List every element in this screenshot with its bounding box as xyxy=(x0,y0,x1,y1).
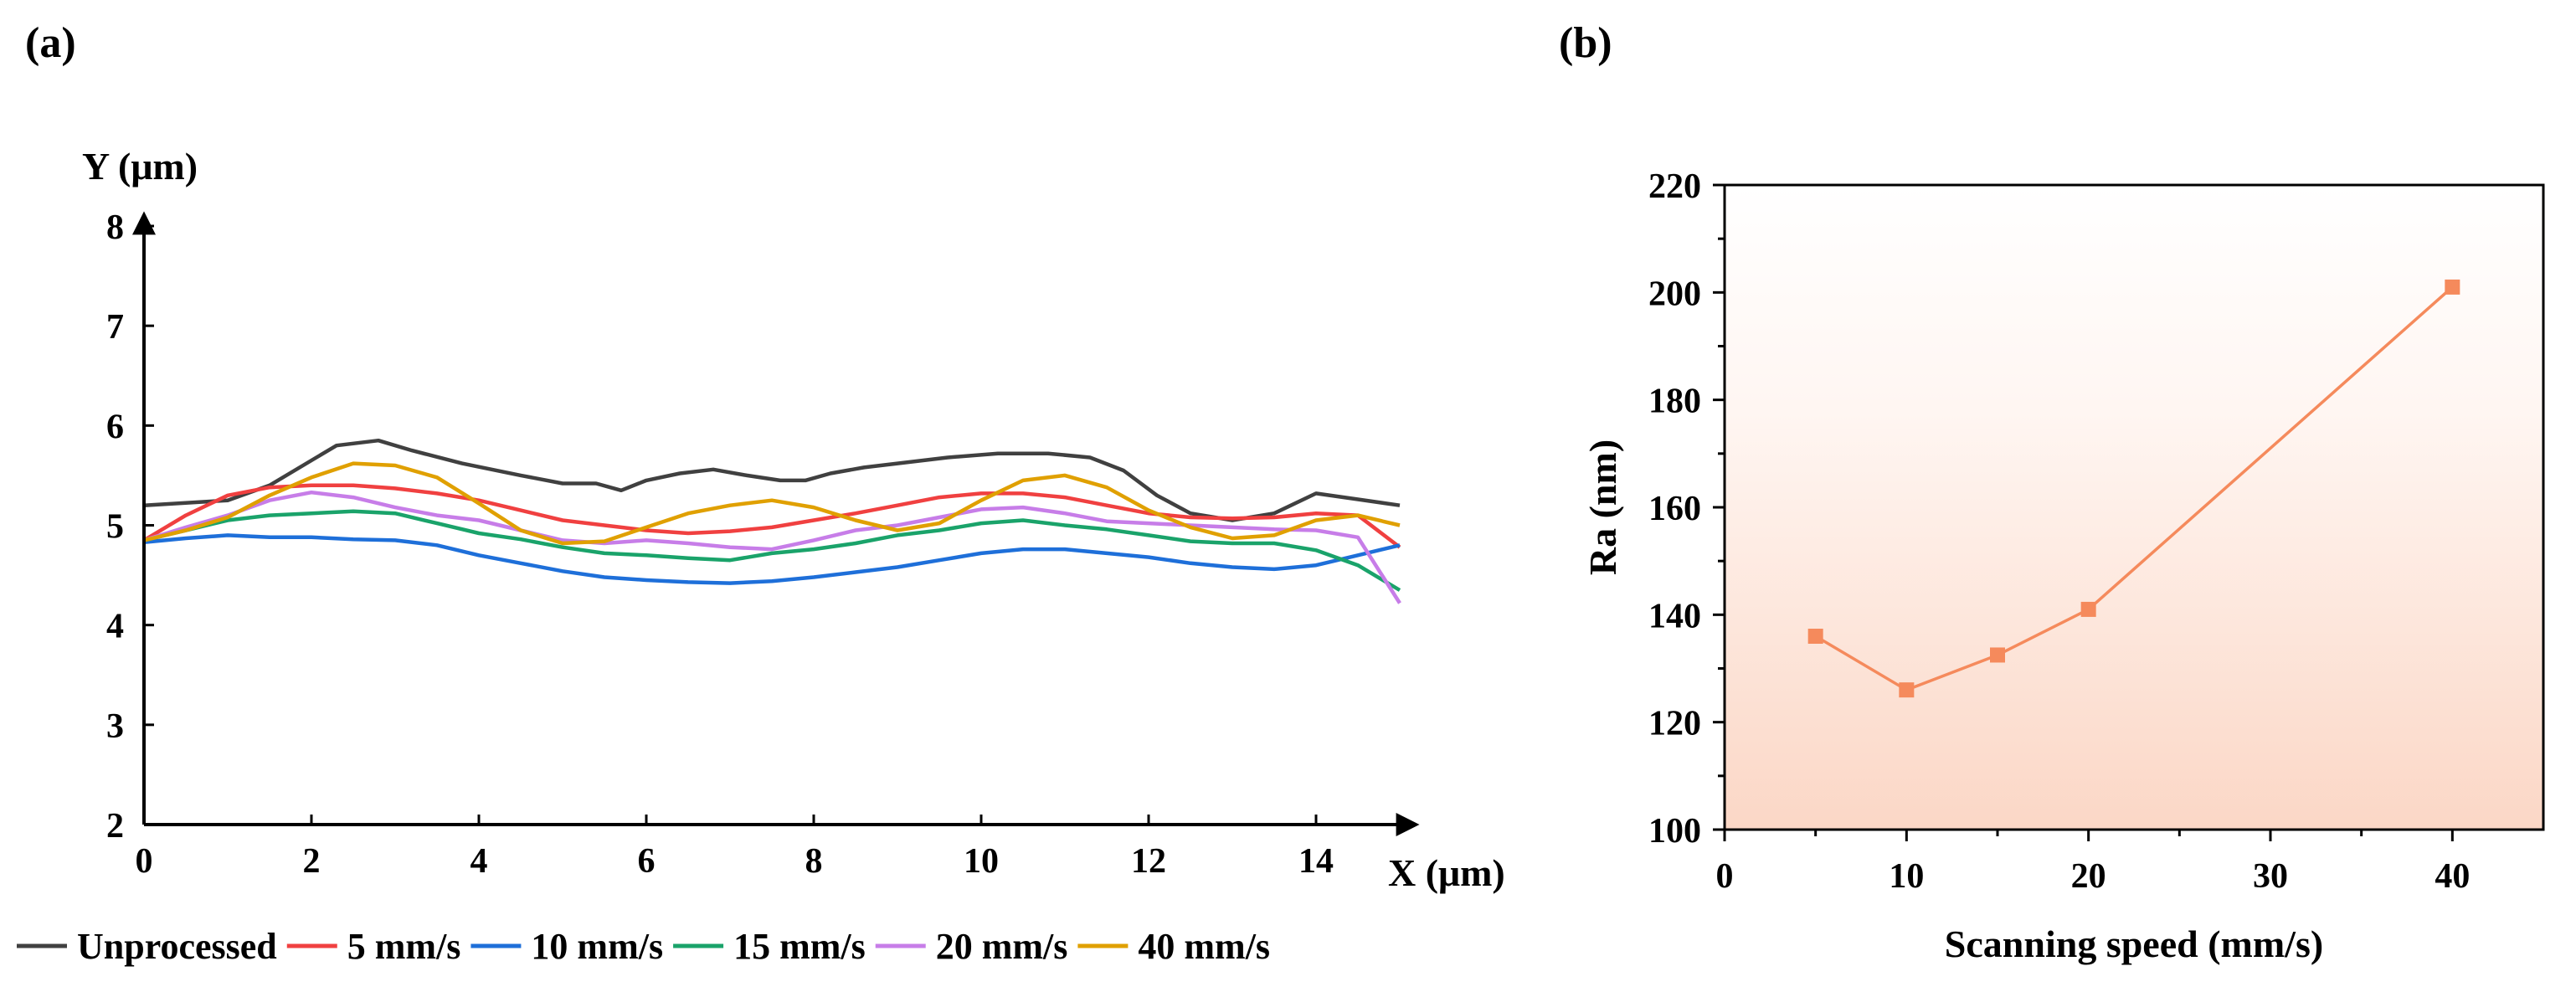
y-tick-label: 180 xyxy=(1648,383,1701,421)
y-axis-label: Y (μm) xyxy=(82,145,198,188)
legend-label: 15 mm/s xyxy=(733,926,866,967)
x-axis-label: X (μm) xyxy=(1388,851,1505,894)
profile-lines xyxy=(142,438,1401,604)
y-ticks: 2 3 4 5 6 7 8 xyxy=(106,208,154,846)
legend: Unprocessed 5 mm/s 10 mm/s 15 mm/s 20 mm/s 40… xyxy=(17,926,1270,967)
y-tick-label: 7 xyxy=(106,308,124,347)
y-tick-label: 220 xyxy=(1648,167,1701,206)
x-tick-label: 12 xyxy=(1131,842,1166,881)
x-ticks: 0 10 20 30 40 xyxy=(1716,830,2470,896)
data-point xyxy=(1807,629,1823,644)
series-line-unprocessed xyxy=(143,438,1401,522)
legend-label: 20 mm/s xyxy=(936,926,1068,967)
data-point xyxy=(1990,647,2005,663)
data-point xyxy=(2080,601,2096,617)
x-tick-label: 14 xyxy=(1298,842,1334,881)
y-tick-label: 8 xyxy=(106,208,124,247)
y-tick-label: 160 xyxy=(1648,490,1701,528)
y-tick-label: 3 xyxy=(106,707,124,746)
x-tick-label: 20 xyxy=(2071,857,2106,896)
x-tick-label: 4 xyxy=(470,842,488,881)
legend-label: 10 mm/s xyxy=(531,926,663,967)
series-line-5-mm-s xyxy=(142,483,1401,549)
x-tick-label: 40 xyxy=(2435,857,2470,896)
legend-label: 5 mm/s xyxy=(347,926,461,967)
y-tick-label: 5 xyxy=(106,508,124,547)
series-line-40-mm-s xyxy=(143,461,1401,546)
y-tick-label: 200 xyxy=(1648,275,1701,313)
plot-background xyxy=(1725,185,2543,830)
x-tick-label: 0 xyxy=(1716,857,1734,896)
y-tick-label: 2 xyxy=(106,807,124,846)
data-point xyxy=(1899,682,1915,698)
x-tick-label: 30 xyxy=(2253,857,2288,896)
y-tick-label: 4 xyxy=(106,608,124,646)
series-line-20-mm-s xyxy=(143,490,1401,604)
x-tick-label: 2 xyxy=(303,842,321,881)
roughness-series xyxy=(1807,279,2460,698)
y-axis-label: Ra (nm) xyxy=(1581,439,1624,575)
y-tick-label: 140 xyxy=(1648,597,1701,635)
legend-label: Unprocessed xyxy=(77,926,277,967)
series-line-15-mm-s xyxy=(143,509,1401,592)
data-point xyxy=(2445,279,2460,295)
y-tick-label: 100 xyxy=(1648,812,1701,851)
x-axis-label: Scanning speed (mm/s) xyxy=(1945,923,2323,965)
y-ticks: 100 120 140 160 180 200 220 xyxy=(1648,167,1725,851)
x-tick-label: 6 xyxy=(638,842,656,881)
series-line-10-mm-s xyxy=(143,533,1401,585)
y-tick-label: 6 xyxy=(106,408,124,446)
x-ticks: 0 2 4 6 8 10 12 14 xyxy=(136,815,1334,881)
panel-a-label: (a) xyxy=(25,19,76,67)
x-tick-label: 0 xyxy=(136,842,153,881)
legend-label: 40 mm/s xyxy=(1138,926,1270,967)
x-tick-label: 10 xyxy=(964,842,999,881)
x-tick-label: 8 xyxy=(805,842,823,881)
x-tick-label: 10 xyxy=(1889,857,1924,896)
y-tick-label: 120 xyxy=(1648,705,1701,743)
panel-b-label: (b) xyxy=(1559,19,1612,67)
